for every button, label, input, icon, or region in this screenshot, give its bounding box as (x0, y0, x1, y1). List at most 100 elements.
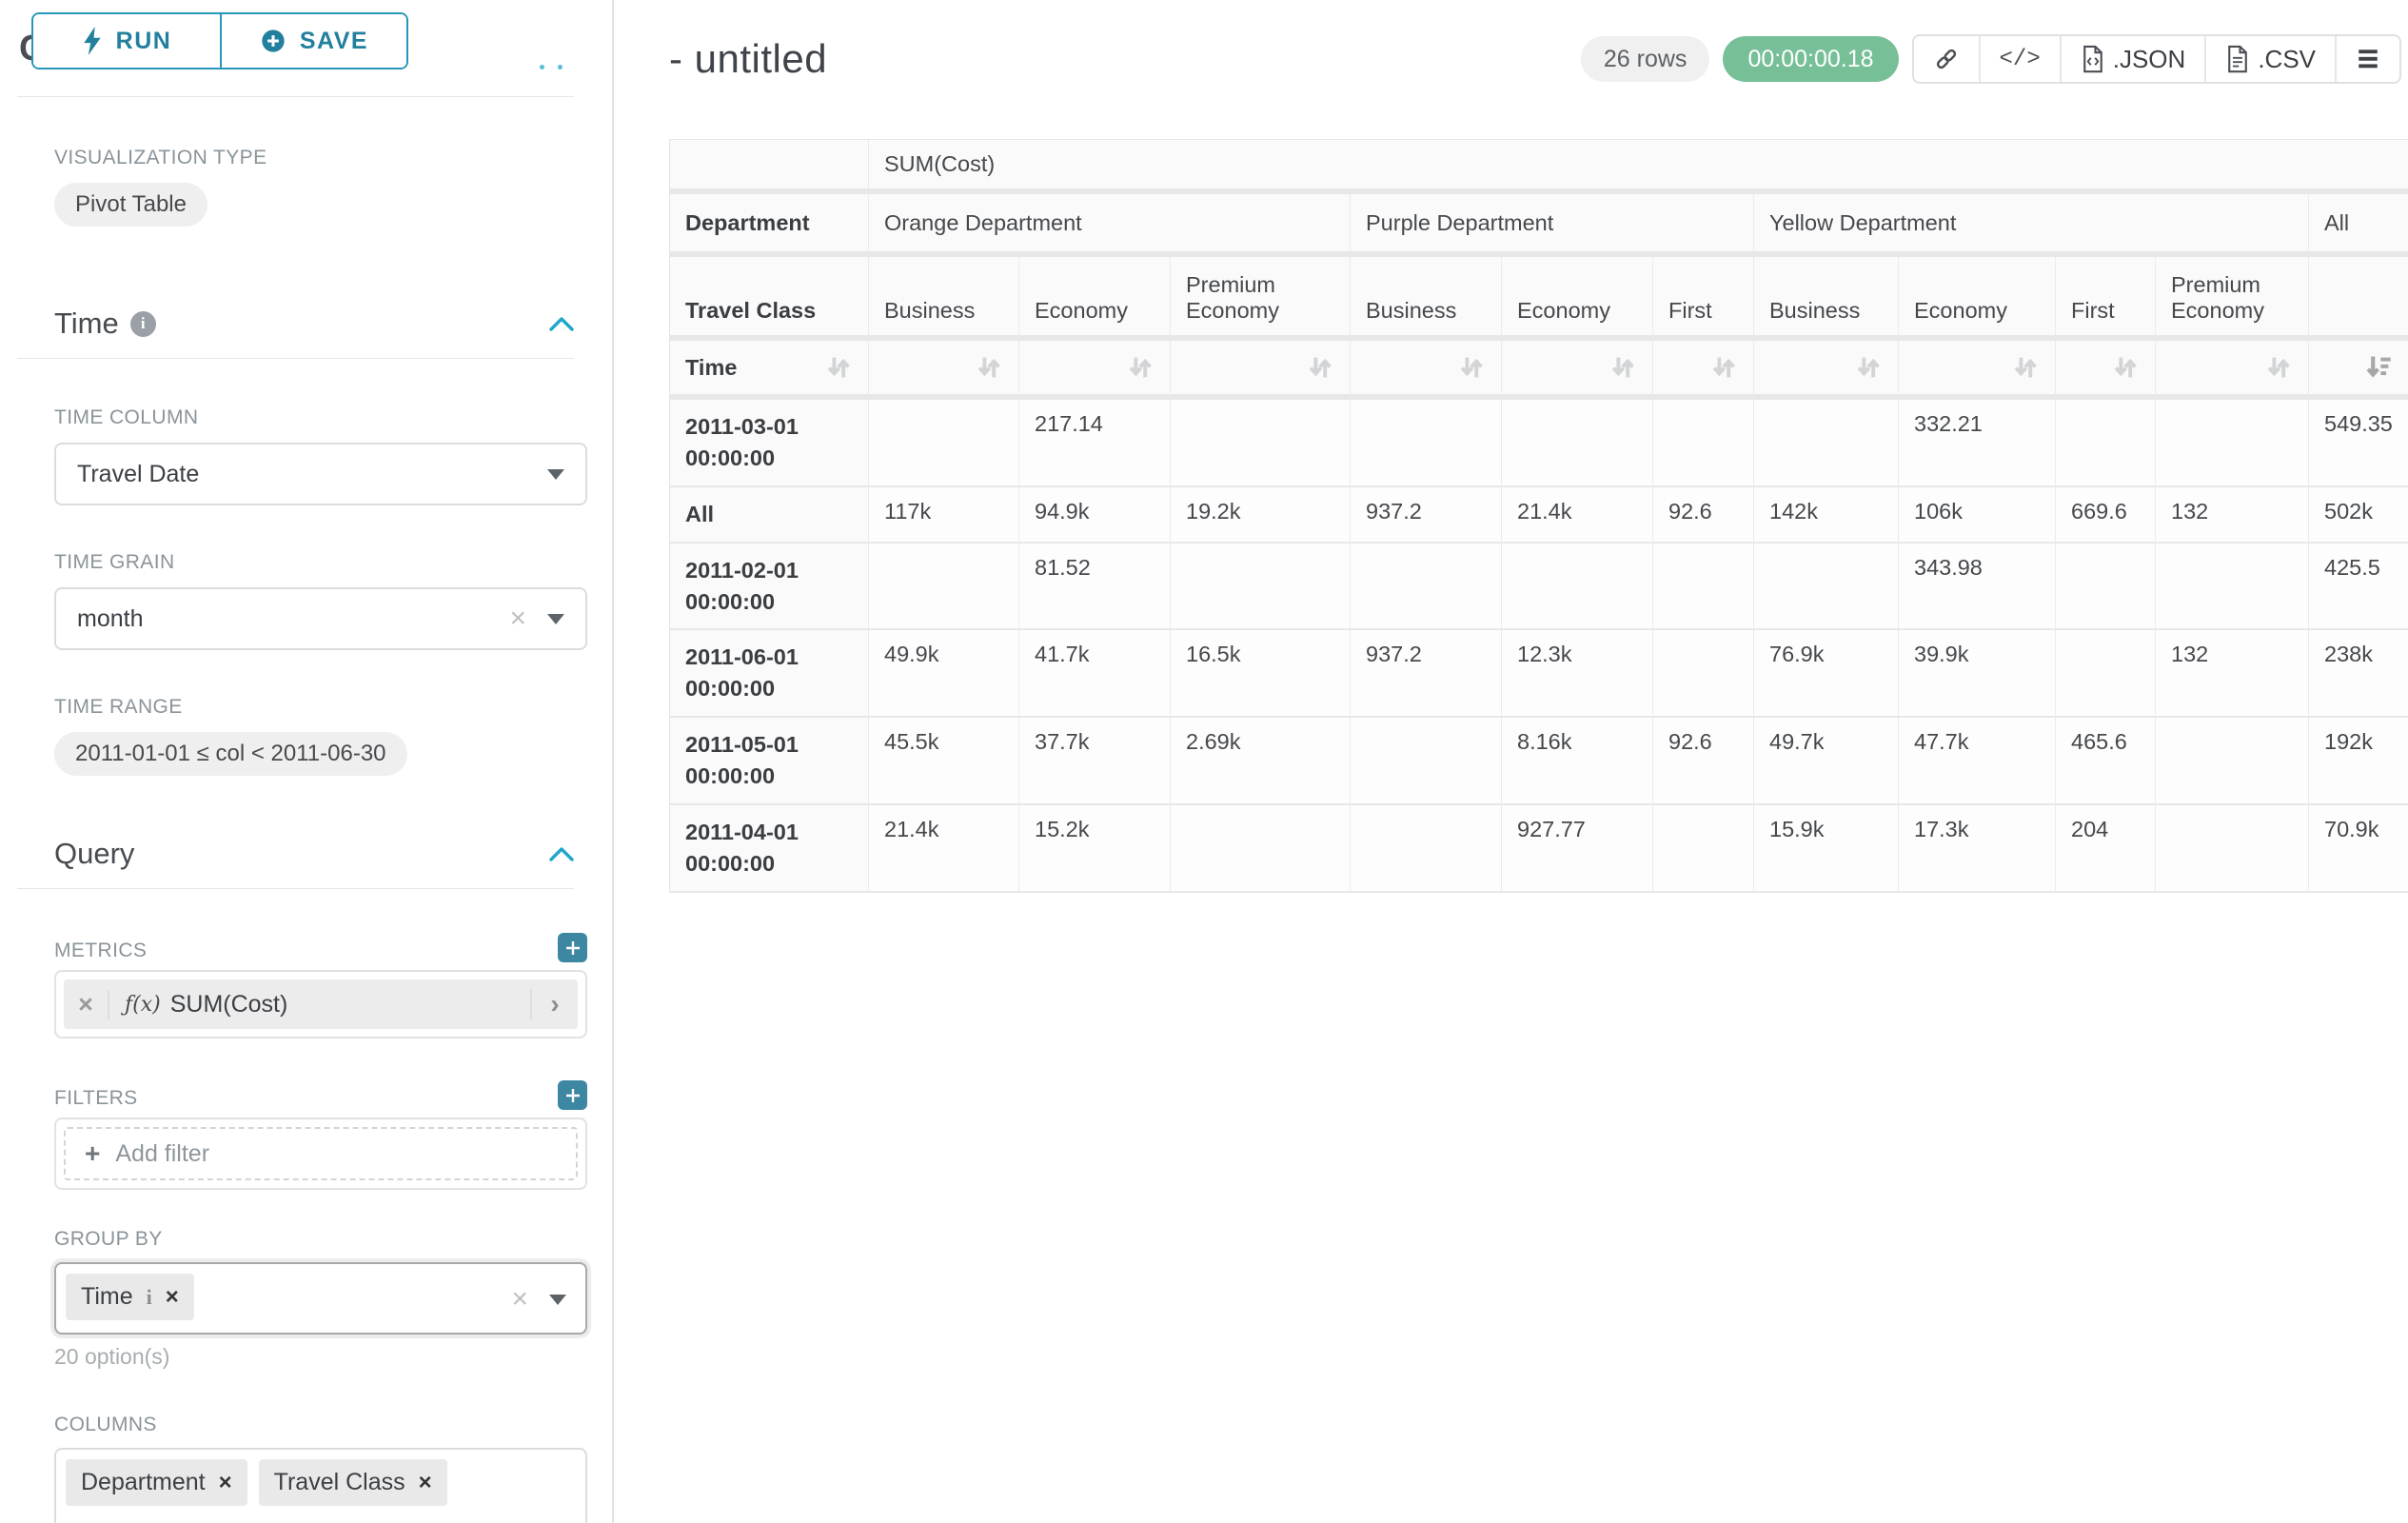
pivot-cell: 937.2 (1351, 487, 1502, 544)
clear-x-icon[interactable]: × (511, 1285, 528, 1314)
clear-x-icon[interactable]: × (509, 604, 526, 633)
code-brackets-icon: </> (2000, 47, 2041, 72)
export-toolbar: </> .JSON .CSV (1912, 34, 2401, 84)
pivot-row: 2011-04-01 00:00:0021.4k15.2k927.7715.9k… (670, 805, 2408, 893)
time-range-chip[interactable]: 2011-01-01 ≤ col < 2011-06-30 (54, 732, 407, 776)
pivot-col-label: Business (869, 257, 1019, 341)
pivot-row: All117k94.9k19.2k937.221.4k92.6142k106k6… (670, 487, 2408, 544)
view-query-button[interactable]: </> (1979, 36, 2060, 82)
pivot-cell: 343.98 (1899, 544, 2056, 631)
pivot-cell: 76.9k (1754, 630, 1899, 718)
sort-column-header[interactable] (1171, 341, 1351, 400)
control-panel: Chart Type RUN SAVE VISUALIZATION TYPE P… (0, 0, 614, 1523)
time-grain-select[interactable]: month × (54, 587, 587, 650)
remove-chip-icon[interactable]: × (219, 1470, 232, 1496)
pivot-col-label: Economy (1502, 257, 1653, 341)
caret-down-icon (547, 614, 564, 624)
columns-select[interactable]: Department× Travel Class× × (54, 1448, 587, 1523)
sort-column-header[interactable] (1502, 341, 1653, 400)
pivot-cell (1351, 400, 1502, 487)
pivot-col-label: Economy (1899, 257, 2056, 341)
add-filter-button[interactable] (558, 1080, 587, 1110)
groupby-select[interactable]: Timei× × (54, 1262, 587, 1335)
run-button[interactable]: RUN (33, 14, 220, 68)
selected-value-chip[interactable]: Department× (66, 1459, 247, 1506)
sort-column-header[interactable] (1754, 341, 1899, 400)
remove-chip-icon[interactable]: × (166, 1284, 179, 1311)
chevron-up-icon[interactable] (549, 847, 574, 861)
pivot-col-label: Business (1351, 257, 1502, 341)
sort-column-header[interactable] (1653, 341, 1754, 400)
pivot-cell (1351, 544, 1502, 631)
pivot-cell: 192k (2309, 718, 2408, 805)
pivot-cell: 15.2k (1019, 805, 1171, 893)
time-section-header[interactable]: Time i (17, 307, 574, 341)
info-icon: i (130, 311, 156, 337)
query-section-header[interactable]: Query (17, 837, 574, 871)
pivot-cell: 106k (1899, 487, 2056, 544)
pivot-cell (1351, 805, 1502, 893)
sort-column-header[interactable] (2156, 341, 2309, 400)
pivot-col-label: First (2056, 257, 2156, 341)
export-json-button[interactable]: .JSON (2060, 36, 2205, 82)
pivot-row: 2011-03-01 00:00:00217.14332.21549.35 (670, 400, 2408, 487)
pivot-cell: 332.21 (1899, 400, 2056, 487)
add-filter-dropzone[interactable]: + Add filter (64, 1127, 578, 1180)
pivot-cell (2156, 400, 2309, 487)
selected-value-chip[interactable]: Timei× (66, 1274, 194, 1320)
panel-resize-handle[interactable] (540, 65, 563, 69)
time-column-select[interactable]: Travel Date (54, 443, 587, 505)
sort-icon (824, 354, 853, 381)
pivot-cell (2056, 630, 2156, 718)
viz-type-chip[interactable]: Pivot Table (54, 183, 207, 227)
remove-metric-icon[interactable]: × (64, 990, 109, 1019)
pivot-cell (2056, 544, 2156, 631)
pivot-row: 2011-05-01 00:00:0045.5k37.7k2.69k8.16k9… (670, 718, 2408, 805)
sort-column-header[interactable] (1351, 341, 1502, 400)
chevron-right-icon[interactable]: › (530, 989, 578, 1019)
metric-pill[interactable]: × ƒ(x) SUM(Cost) › (64, 979, 578, 1029)
pivot-col-label (2309, 257, 2408, 341)
viz-type-label: VISUALIZATION TYPE (54, 147, 585, 169)
pivot-cell: 937.2 (1351, 630, 1502, 718)
sort-column-header[interactable] (1899, 341, 2056, 400)
time-grain-label: TIME GRAIN (54, 551, 585, 574)
pivot-cell: 37.7k (1019, 718, 1171, 805)
pivot-cell: 41.7k (1019, 630, 1171, 718)
save-button[interactable]: SAVE (220, 14, 406, 68)
add-metric-button[interactable] (558, 933, 587, 962)
function-icon: ƒ(x) (125, 993, 161, 1017)
pivot-cell (1754, 400, 1899, 487)
metric-name: SUM(Cost) (170, 991, 530, 1019)
file-code-icon (2081, 45, 2105, 73)
selected-value-chip[interactable]: Travel Class× (259, 1459, 447, 1506)
export-csv-button[interactable]: .CSV (2204, 36, 2335, 82)
copy-link-button[interactable] (1914, 36, 1979, 82)
sort-time-header[interactable]: Time (670, 341, 869, 400)
clear-x-icon[interactable]: × (511, 1518, 528, 1523)
pivot-group-header: Yellow Department (1754, 194, 2309, 257)
caret-down-icon (549, 1295, 566, 1305)
chart-panel: - untitled 26 rows 00:00:00.18 </> .JSON… (616, 0, 2408, 1523)
sort-icon (1306, 354, 1334, 381)
pivot-row-header: 2011-06-01 00:00:00 (670, 630, 869, 718)
pivot-row-header: All (670, 487, 869, 544)
section-divider (17, 358, 574, 359)
chart-title[interactable]: - untitled (669, 36, 827, 82)
sort-column-header[interactable] (2056, 341, 2156, 400)
pivot-table: SUM(Cost)DepartmentOrange DepartmentPurp… (669, 139, 2408, 893)
chevron-up-icon[interactable] (549, 317, 574, 331)
pivot-cell (2156, 718, 2309, 805)
sort-icon (1609, 354, 1637, 381)
sort-column-header[interactable] (2309, 341, 2408, 400)
caret-down-icon (547, 469, 564, 480)
pivot-cell (1502, 544, 1653, 631)
remove-chip-icon[interactable]: × (419, 1470, 432, 1496)
pivot-cell: 2.69k (1171, 718, 1351, 805)
menu-button[interactable] (2335, 36, 2399, 82)
sort-column-header[interactable] (869, 341, 1019, 400)
pivot-cell: 21.4k (1502, 487, 1653, 544)
filters-box: + Add filter (54, 1118, 587, 1190)
sort-column-header[interactable] (1019, 341, 1171, 400)
file-lines-icon (2225, 45, 2250, 73)
